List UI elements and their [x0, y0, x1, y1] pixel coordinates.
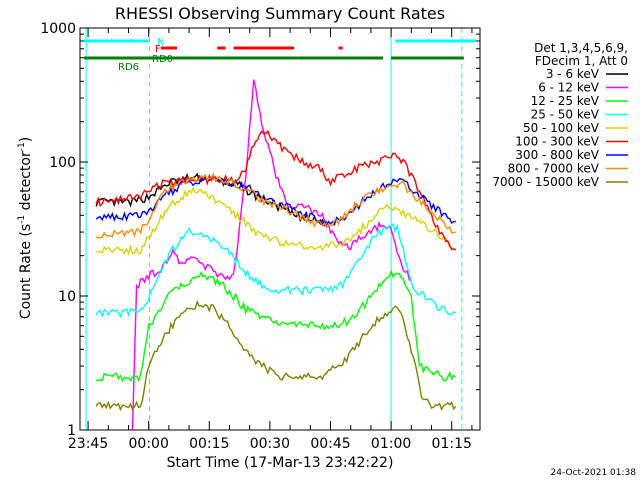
x-axis-label: Start Time (17-Mar-13 23:42:22)	[167, 455, 394, 471]
series-line-8	[95, 299, 457, 412]
legend-label-6: 300 - 800 keV	[515, 148, 599, 162]
flag-label-rd6: RD6	[118, 62, 139, 73]
y-tick-label-10: 10	[58, 289, 76, 305]
series-line-7	[95, 172, 456, 239]
y-label-mid: detector	[18, 151, 34, 215]
legend-label-3: 25 - 50 keV	[531, 108, 600, 122]
series-line-5	[95, 129, 457, 251]
series-line-2	[95, 269, 457, 383]
x-tick-label-0015: 00:15	[189, 436, 229, 452]
y-label-sup2: -1	[17, 142, 27, 151]
y-label-sup1: -1	[17, 215, 27, 224]
y-label-main: Count Rate (s	[18, 224, 34, 319]
legend-label-2: 12 - 25 keV	[531, 94, 600, 108]
chart-title: RHESSI Observing Summary Count Rates	[115, 4, 445, 23]
legend-label-0: 3 - 6 keV	[546, 67, 600, 81]
x-tick-label-0030: 00:30	[250, 436, 290, 452]
y-tick-label-1000: 1000	[40, 21, 76, 37]
series-line-1	[131, 79, 412, 431]
y-tick-label-1: 1	[67, 423, 76, 439]
series-line-4	[96, 186, 452, 256]
x-tick-label-0100: 01:00	[371, 436, 411, 452]
legend-label-8: 7000 - 15000 keV	[492, 175, 599, 189]
flag-label-rd0: RD0	[152, 54, 173, 65]
x-tick-label-0045: 00:45	[310, 436, 350, 452]
legend-label-4: 50 - 100 keV	[523, 121, 600, 135]
y-tick-label-100: 100	[49, 155, 76, 171]
legend-label-1: 6 - 12 keV	[538, 81, 600, 95]
legend-label-5: 100 - 300 keV	[515, 135, 599, 149]
legend: Det 1,3,4,5,6,9,FDecim 1, Att 03 - 6 keV…	[492, 41, 628, 189]
x-axis: 23:45 00:00 00:15 00:30 00:45 01:00 01:15	[68, 28, 473, 452]
x-tick-label-2345: 23:45	[68, 436, 108, 452]
legend-label-7: 800 - 7000 keV	[508, 162, 600, 176]
y-label-end: )	[18, 137, 34, 142]
x-tick-label-0115: 01:15	[432, 436, 472, 452]
y-axis: 1 10 100 1000	[40, 21, 480, 439]
y-axis-label: Count Rate (s-1 detector-1)	[17, 137, 34, 319]
flag-label-f: F	[155, 44, 161, 55]
footer-timestamp: 24-Oct-2021 01:38	[551, 468, 637, 478]
plot-frame	[79, 27, 481, 431]
series-line-3	[95, 222, 457, 319]
flag-label-n: N	[157, 37, 164, 48]
x-tick-label-0000: 00:00	[129, 436, 169, 452]
legend-header-0: Det 1,3,4,5,6,9,	[534, 41, 628, 55]
legend-header-1: FDecim 1, Att 0	[535, 54, 628, 68]
